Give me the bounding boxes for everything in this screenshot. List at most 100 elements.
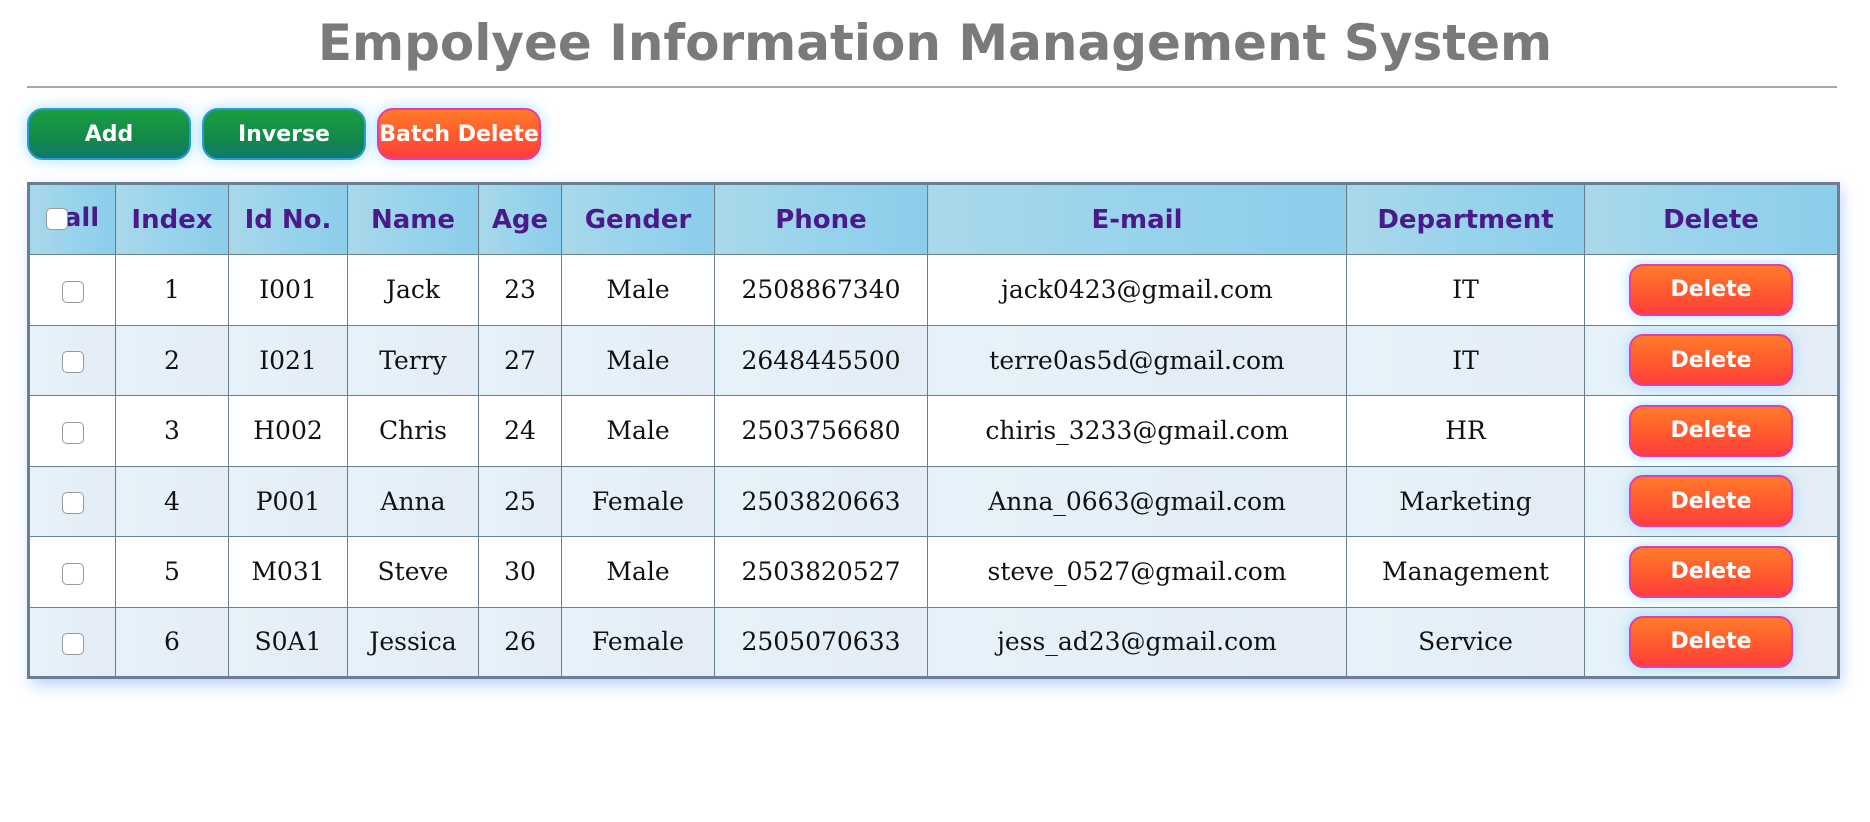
employee-table: all Index Id No. Name Age Gender Phone E… xyxy=(27,182,1840,679)
row-select-cell xyxy=(28,606,116,678)
row-delete-cell: Delete xyxy=(1584,395,1839,467)
table-header-row: all Index Id No. Name Age Gender Phone E… xyxy=(28,183,1839,255)
cell-id: S0A1 xyxy=(228,606,348,678)
select-all-label: all xyxy=(63,203,100,233)
row-delete-button[interactable]: Delete xyxy=(1629,615,1793,668)
cell-gender: Female xyxy=(561,465,715,537)
cell-phone: 2508867340 xyxy=(714,254,928,326)
row-checkbox[interactable] xyxy=(61,562,84,585)
cell-department: HR xyxy=(1346,395,1585,467)
header-email: E-mail xyxy=(927,183,1347,255)
table-row: 1 I001 Jack 23 Male 2508867340 jack0423@… xyxy=(28,254,1839,326)
cell-gender: Male xyxy=(561,395,715,467)
table-row: 6 S0A1 Jessica 26 Female 2505070633 jess… xyxy=(28,606,1839,678)
batch-delete-button[interactable]: Batch Delete xyxy=(377,108,541,160)
cell-name: Chris xyxy=(347,395,479,467)
cell-department: IT xyxy=(1346,254,1585,326)
table-row: 5 M031 Steve 30 Male 2503820527 steve_05… xyxy=(28,536,1839,608)
toolbar: Add Inverse Batch Delete xyxy=(27,108,541,160)
header-name: Name xyxy=(347,183,479,255)
row-delete-button[interactable]: Delete xyxy=(1629,404,1793,457)
row-delete-button[interactable]: Delete xyxy=(1629,334,1793,387)
header-id: Id No. xyxy=(228,183,348,255)
cell-age: 23 xyxy=(478,254,562,326)
row-delete-cell: Delete xyxy=(1584,465,1839,537)
cell-id: P001 xyxy=(228,465,348,537)
cell-name: Jessica xyxy=(347,606,479,678)
cell-phone: 2503756680 xyxy=(714,395,928,467)
row-checkbox[interactable] xyxy=(61,351,84,374)
row-delete-cell: Delete xyxy=(1584,324,1839,396)
row-delete-cell: Delete xyxy=(1584,254,1839,326)
cell-index: 4 xyxy=(115,465,229,537)
cell-phone: 2503820527 xyxy=(714,536,928,608)
cell-phone: 2505070633 xyxy=(714,606,928,678)
cell-age: 24 xyxy=(478,395,562,467)
row-delete-button[interactable]: Delete xyxy=(1629,263,1793,316)
header-age: Age xyxy=(478,183,562,255)
cell-email: Anna_0663@gmail.com xyxy=(927,465,1347,537)
cell-id: H002 xyxy=(228,395,348,467)
header-gender: Gender xyxy=(561,183,715,255)
employee-table-container: all Index Id No. Name Age Gender Phone E… xyxy=(27,182,1840,679)
row-select-cell xyxy=(28,536,116,608)
cell-phone: 2503820663 xyxy=(714,465,928,537)
row-checkbox[interactable] xyxy=(61,421,84,444)
header-department: Department xyxy=(1346,183,1585,255)
select-all-checkbox[interactable] xyxy=(45,208,68,230)
row-delete-cell: Delete xyxy=(1584,536,1839,608)
row-select-cell xyxy=(28,395,116,467)
cell-email: jess_ad23@gmail.com xyxy=(927,606,1347,678)
cell-email: chiris_3233@gmail.com xyxy=(927,395,1347,467)
row-select-cell xyxy=(28,254,116,326)
cell-id: I021 xyxy=(228,324,348,396)
cell-department: IT xyxy=(1346,324,1585,396)
table-row: 3 H002 Chris 24 Male 2503756680 chiris_3… xyxy=(28,395,1839,467)
row-checkbox[interactable] xyxy=(61,280,84,303)
row-delete-button[interactable]: Delete xyxy=(1629,475,1793,528)
cell-name: Terry xyxy=(347,324,479,396)
cell-age: 30 xyxy=(478,536,562,608)
row-delete-cell: Delete xyxy=(1584,606,1839,678)
cell-name: Steve xyxy=(347,536,479,608)
header-phone: Phone xyxy=(714,183,928,255)
table-row: 4 P001 Anna 25 Female 2503820663 Anna_06… xyxy=(28,465,1839,537)
cell-department: Management xyxy=(1346,536,1585,608)
cell-gender: Female xyxy=(561,606,715,678)
cell-gender: Male xyxy=(561,254,715,326)
cell-department: Service xyxy=(1346,606,1585,678)
cell-index: 3 xyxy=(115,395,229,467)
cell-email: jack0423@gmail.com xyxy=(927,254,1347,326)
cell-phone: 2648445500 xyxy=(714,324,928,396)
row-checkbox[interactable] xyxy=(61,492,84,515)
cell-id: I001 xyxy=(228,254,348,326)
header-select-all: all xyxy=(28,183,116,255)
cell-name: Jack xyxy=(347,254,479,326)
row-select-cell xyxy=(28,465,116,537)
cell-index: 1 xyxy=(115,254,229,326)
cell-age: 25 xyxy=(478,465,562,537)
header-delete: Delete xyxy=(1584,183,1839,255)
cell-index: 5 xyxy=(115,536,229,608)
cell-email: terre0as5d@gmail.com xyxy=(927,324,1347,396)
title-divider xyxy=(27,86,1837,88)
cell-index: 2 xyxy=(115,324,229,396)
cell-id: M031 xyxy=(228,536,348,608)
cell-name: Anna xyxy=(347,465,479,537)
cell-age: 26 xyxy=(478,606,562,678)
header-index: Index xyxy=(115,183,229,255)
cell-gender: Male xyxy=(561,536,715,608)
cell-email: steve_0527@gmail.com xyxy=(927,536,1347,608)
row-select-cell xyxy=(28,324,116,396)
cell-index: 6 xyxy=(115,606,229,678)
cell-department: Marketing xyxy=(1346,465,1585,537)
add-button[interactable]: Add xyxy=(27,108,191,160)
cell-gender: Male xyxy=(561,324,715,396)
cell-age: 27 xyxy=(478,324,562,396)
page-title: Empolyee Information Management System xyxy=(317,14,1553,72)
row-checkbox[interactable] xyxy=(61,632,84,655)
table-row: 2 I021 Terry 27 Male 2648445500 terre0as… xyxy=(28,324,1839,396)
inverse-button[interactable]: Inverse xyxy=(202,108,366,160)
row-delete-button[interactable]: Delete xyxy=(1629,545,1793,598)
